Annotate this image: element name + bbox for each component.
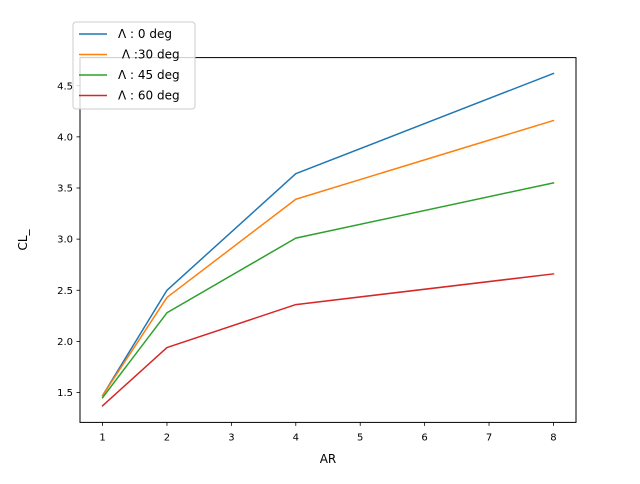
series-line-1 (101, 119, 555, 397)
x-tick-label: 3 (228, 432, 234, 443)
y-tick-label: 4.0 (57, 132, 73, 143)
legend-label-1: Λ :30 deg (118, 48, 180, 62)
y-tick-label: 3.5 (57, 184, 73, 195)
legend-box (72, 21, 196, 110)
y-tick-label: 3.0 (57, 235, 73, 246)
y-tick-label: 2.0 (57, 337, 73, 348)
y-tick-label: 2.5 (57, 286, 73, 297)
x-axis-label: AR (320, 452, 337, 466)
y-tick-label: 4.5 (57, 81, 73, 92)
x-axis-ticks: 1 2 3 4 5 6 7 8 (99, 422, 557, 443)
y-axis-label: CL_ (16, 228, 30, 250)
x-tick-label: 4 (293, 432, 299, 443)
x-tick-label: 6 (421, 432, 427, 443)
legend-label-0: Λ : 0 deg (118, 27, 172, 41)
x-tick-label: 8 (550, 432, 556, 443)
y-tick-label: 1.5 (57, 388, 73, 399)
y-axis-ticks: 1.5 2.0 2.5 3.0 3.5 4.0 4.5 (57, 81, 80, 399)
legend: Λ : 0 deg Λ :30 deg Λ : 45 deg Λ : 60 deg (72, 21, 196, 110)
x-tick-label: 1 (99, 432, 105, 443)
legend-label-3: Λ : 60 deg (118, 89, 180, 103)
legend-label-2: Λ : 45 deg (118, 68, 180, 82)
x-tick-label: 5 (357, 432, 363, 443)
plot-lines (101, 72, 555, 407)
series-line-0 (101, 72, 555, 397)
series-line-3 (101, 273, 555, 407)
plot-frame (79, 57, 577, 423)
x-tick-label: 7 (486, 432, 492, 443)
x-tick-label: 2 (164, 432, 170, 443)
series-line-2 (101, 181, 555, 399)
